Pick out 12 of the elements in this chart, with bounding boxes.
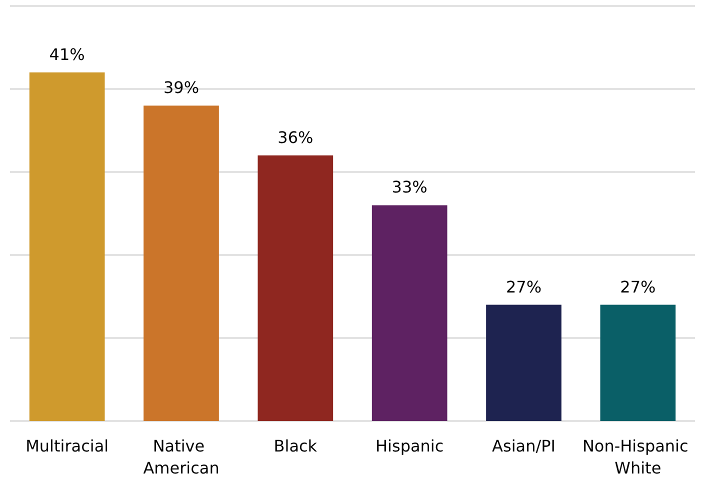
data-label: 39%: [163, 78, 200, 98]
data-label: 36%: [278, 128, 314, 147]
x-tick-label: Multiracial: [26, 436, 109, 456]
data-label: 41%: [49, 44, 85, 64]
x-tick-label: Asian/PI: [492, 436, 556, 456]
data-label: 27%: [620, 277, 656, 296]
x-tick-label: Native American: [143, 436, 220, 478]
data-label: 33%: [392, 178, 428, 197]
x-tick-label: Hispanic: [376, 436, 444, 456]
x-tick-label: Black: [274, 436, 318, 456]
data-label: 27%: [506, 277, 542, 296]
x-tick-label: Non-Hispanic White: [582, 436, 694, 478]
